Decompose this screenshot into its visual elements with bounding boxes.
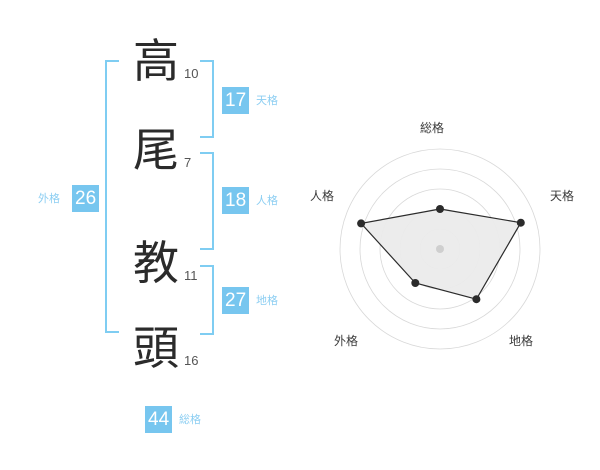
stroke-count-3: 11 — [184, 268, 198, 283]
bracket-chikaku — [200, 265, 214, 335]
score-label-tenkaku: 天格 — [256, 94, 278, 107]
score-badge-soukaku[interactable]: 44 — [145, 406, 173, 433]
score-badge-jinkaku[interactable]: 18 — [222, 187, 250, 214]
score-label-chikaku: 地格 — [256, 294, 278, 307]
kanji-char-4: 頭 — [133, 321, 179, 375]
radar-chart: 総格 天格 地格 外格 人格 — [310, 105, 574, 370]
radar-svg — [339, 148, 541, 350]
score-label-jinkaku: 人格 — [256, 194, 278, 207]
radar-data-area — [359, 208, 522, 300]
score-badge-tenkaku[interactable]: 17 — [222, 87, 250, 114]
kanji-char-3: 教 — [133, 236, 179, 290]
radar-point-天格 — [516, 218, 525, 227]
score-badge-chikaku[interactable]: 27 — [222, 287, 250, 314]
bracket-jinkaku — [200, 152, 214, 250]
radar-label-tenkaku: 天格 — [550, 189, 575, 203]
radar-label-soukaku: 総格 — [420, 121, 445, 135]
score-label-soto: 外格 — [38, 192, 60, 205]
bracket-tenkaku — [200, 60, 214, 138]
radar-point-外格 — [411, 279, 420, 287]
kanji-char-2: 尾 — [133, 123, 179, 177]
score-label-soukaku: 総格 — [179, 413, 201, 426]
radar-label-soto: 外格 — [334, 334, 359, 348]
stroke-count-4: 16 — [184, 353, 199, 368]
radar-data-points — [357, 205, 525, 304]
radar-point-総格 — [436, 205, 444, 213]
stroke-count-2: 7 — [184, 155, 192, 170]
outer-bracket-soto — [105, 60, 119, 333]
radar-point-人格 — [357, 219, 366, 228]
score-badge-soto[interactable]: 26 — [72, 185, 100, 212]
radar-label-jinkaku: 人格 — [310, 189, 335, 203]
stroke-count-1: 10 — [184, 66, 199, 81]
radar-label-chikaku: 地格 — [509, 334, 534, 348]
kanji-char-1: 高 — [133, 34, 179, 88]
radar-point-地格 — [472, 295, 481, 304]
radar-center-dot — [436, 245, 444, 253]
